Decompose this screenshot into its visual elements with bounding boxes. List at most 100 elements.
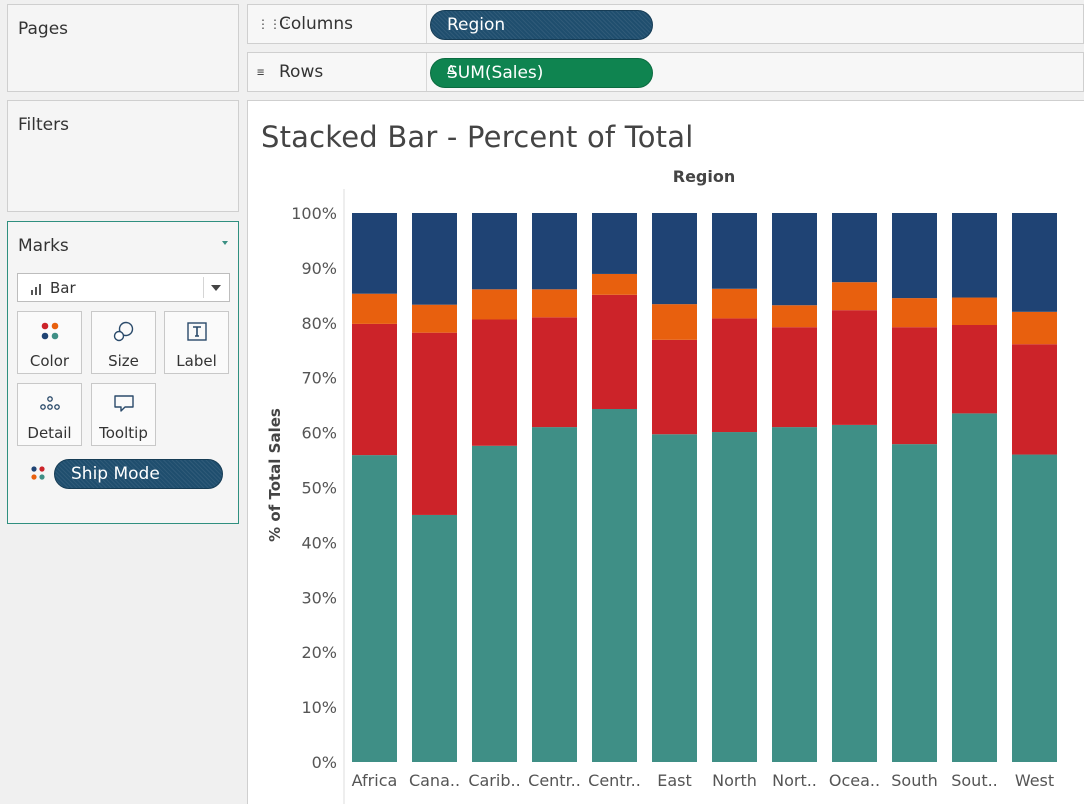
bar-segment	[1012, 213, 1057, 312]
bar-segment	[412, 514, 457, 762]
bar-segment	[532, 289, 577, 318]
pages-title: Pages	[18, 19, 69, 39]
x-tick-label: Carib..	[468, 771, 520, 790]
tooltip-button-label: Tooltip	[99, 424, 148, 442]
marks-card: Marks Bar Color Size	[7, 221, 239, 524]
bar-segment	[1012, 454, 1057, 762]
y-tick-label: 60%	[301, 424, 337, 443]
bar-segment	[712, 213, 757, 289]
pages-card[interactable]: Pages	[7, 4, 239, 92]
bar-segment	[352, 213, 397, 294]
region-pill-label: Region	[447, 15, 506, 35]
sum-sales-pill[interactable]: SUM(Sales) Δ	[430, 58, 653, 88]
bar-segment	[532, 213, 577, 290]
mark-type-label: Bar	[50, 279, 76, 297]
color-button-label: Color	[29, 352, 70, 370]
bar-segment	[892, 444, 937, 762]
bar-segment	[952, 297, 997, 325]
column-header-region: Region	[673, 167, 736, 186]
columns-label: Columns	[279, 14, 353, 34]
bar-segment	[652, 304, 697, 340]
bar-segment	[1012, 311, 1057, 345]
bar-segment	[892, 213, 937, 299]
viz-area: Stacked Bar - Percent of Total Region 0% 1…	[247, 100, 1084, 804]
detail-button-label: Detail	[27, 424, 72, 442]
y-tick-label: 50%	[301, 479, 337, 498]
x-tick-label: Africa	[352, 771, 398, 790]
marks-title: Marks	[18, 236, 69, 256]
rows-shelf[interactable]: ≡ Rows SUM(Sales) Δ	[247, 52, 1084, 92]
bar-segment	[652, 213, 697, 305]
bar-segment	[652, 339, 697, 435]
bar-segment	[472, 319, 517, 446]
chart-title: Stacked Bar - Percent of Total	[261, 120, 694, 154]
bar-segment	[592, 408, 637, 762]
bar-chart-icon	[31, 284, 45, 295]
y-tick-label: 90%	[301, 259, 337, 278]
bar-segment	[352, 455, 397, 762]
bar-segment	[532, 317, 577, 428]
bar-segment	[472, 213, 517, 290]
x-tick-label: Ocea..	[829, 771, 880, 790]
bar-segment	[592, 294, 637, 409]
bar-segment	[1012, 344, 1057, 455]
bar-segment	[772, 427, 817, 762]
y-tick-label: 100%	[291, 204, 337, 223]
filters-title: Filters	[18, 115, 69, 135]
x-tick-label: West	[1015, 771, 1054, 790]
region-pill[interactable]: Region	[430, 10, 653, 40]
y-tick-label: 70%	[301, 369, 337, 388]
bar-segment	[412, 332, 457, 515]
delta-icon: Δ	[447, 63, 456, 77]
sum-sales-pill-label: SUM(Sales)	[447, 63, 544, 83]
bar-segment	[712, 288, 757, 319]
bar-segment	[832, 213, 877, 283]
tooltip-icon	[113, 395, 134, 412]
bar-segment	[772, 213, 817, 306]
rows-shelf-label: ≡ Rows	[248, 53, 427, 91]
label-button-label: Label	[176, 352, 217, 370]
detail-button[interactable]: Detail	[17, 383, 82, 446]
size-button[interactable]: Size	[91, 311, 156, 374]
rows-icon: ≡	[257, 65, 265, 79]
color-button[interactable]: Color	[17, 311, 82, 374]
marks-menu-caret-icon[interactable]	[222, 241, 228, 245]
filters-card[interactable]: Filters	[7, 100, 239, 212]
x-tick-label: Nort..	[772, 771, 817, 790]
color-encoding-icon	[31, 466, 45, 480]
tooltip-button[interactable]: Tooltip	[91, 383, 156, 446]
size-icon	[113, 321, 133, 342]
bar-segment	[952, 324, 997, 414]
bar-segment	[412, 304, 457, 333]
y-tick-label: 40%	[301, 533, 337, 552]
x-tick-label: Cana..	[409, 771, 460, 790]
bar-segment	[472, 289, 517, 320]
columns-icon: ⋮⋮⋮	[257, 17, 293, 31]
x-tick-label: South	[891, 771, 938, 790]
x-tick-label: Sout..	[951, 771, 998, 790]
bar-segment	[832, 310, 877, 425]
chevron-down-icon	[211, 285, 221, 291]
x-tick-label: Centr..	[528, 771, 581, 790]
text-label-icon	[186, 322, 207, 341]
ship-mode-pill[interactable]: Ship Mode	[54, 459, 223, 489]
bar-segment	[772, 305, 817, 328]
bar-segment	[832, 424, 877, 762]
bar-segment	[832, 282, 877, 311]
ship-mode-pill-label: Ship Mode	[71, 464, 160, 484]
bar-segment	[772, 327, 817, 428]
mark-type-dropdown[interactable]: Bar	[17, 273, 230, 302]
color-icon	[41, 322, 58, 340]
y-axis-label: % of Total Sales	[266, 408, 284, 542]
y-tick-label: 20%	[301, 643, 337, 662]
rows-label: Rows	[279, 62, 324, 82]
bar-segment	[712, 432, 757, 762]
dropdown-separator	[203, 277, 204, 298]
columns-shelf[interactable]: ⋮⋮⋮ Columns Region	[247, 4, 1084, 44]
x-tick-label: Centr..	[588, 771, 641, 790]
label-button[interactable]: Label	[164, 311, 229, 374]
bar-segment	[892, 298, 937, 328]
bar-segment	[892, 327, 937, 445]
x-tick-label: East	[657, 771, 692, 790]
